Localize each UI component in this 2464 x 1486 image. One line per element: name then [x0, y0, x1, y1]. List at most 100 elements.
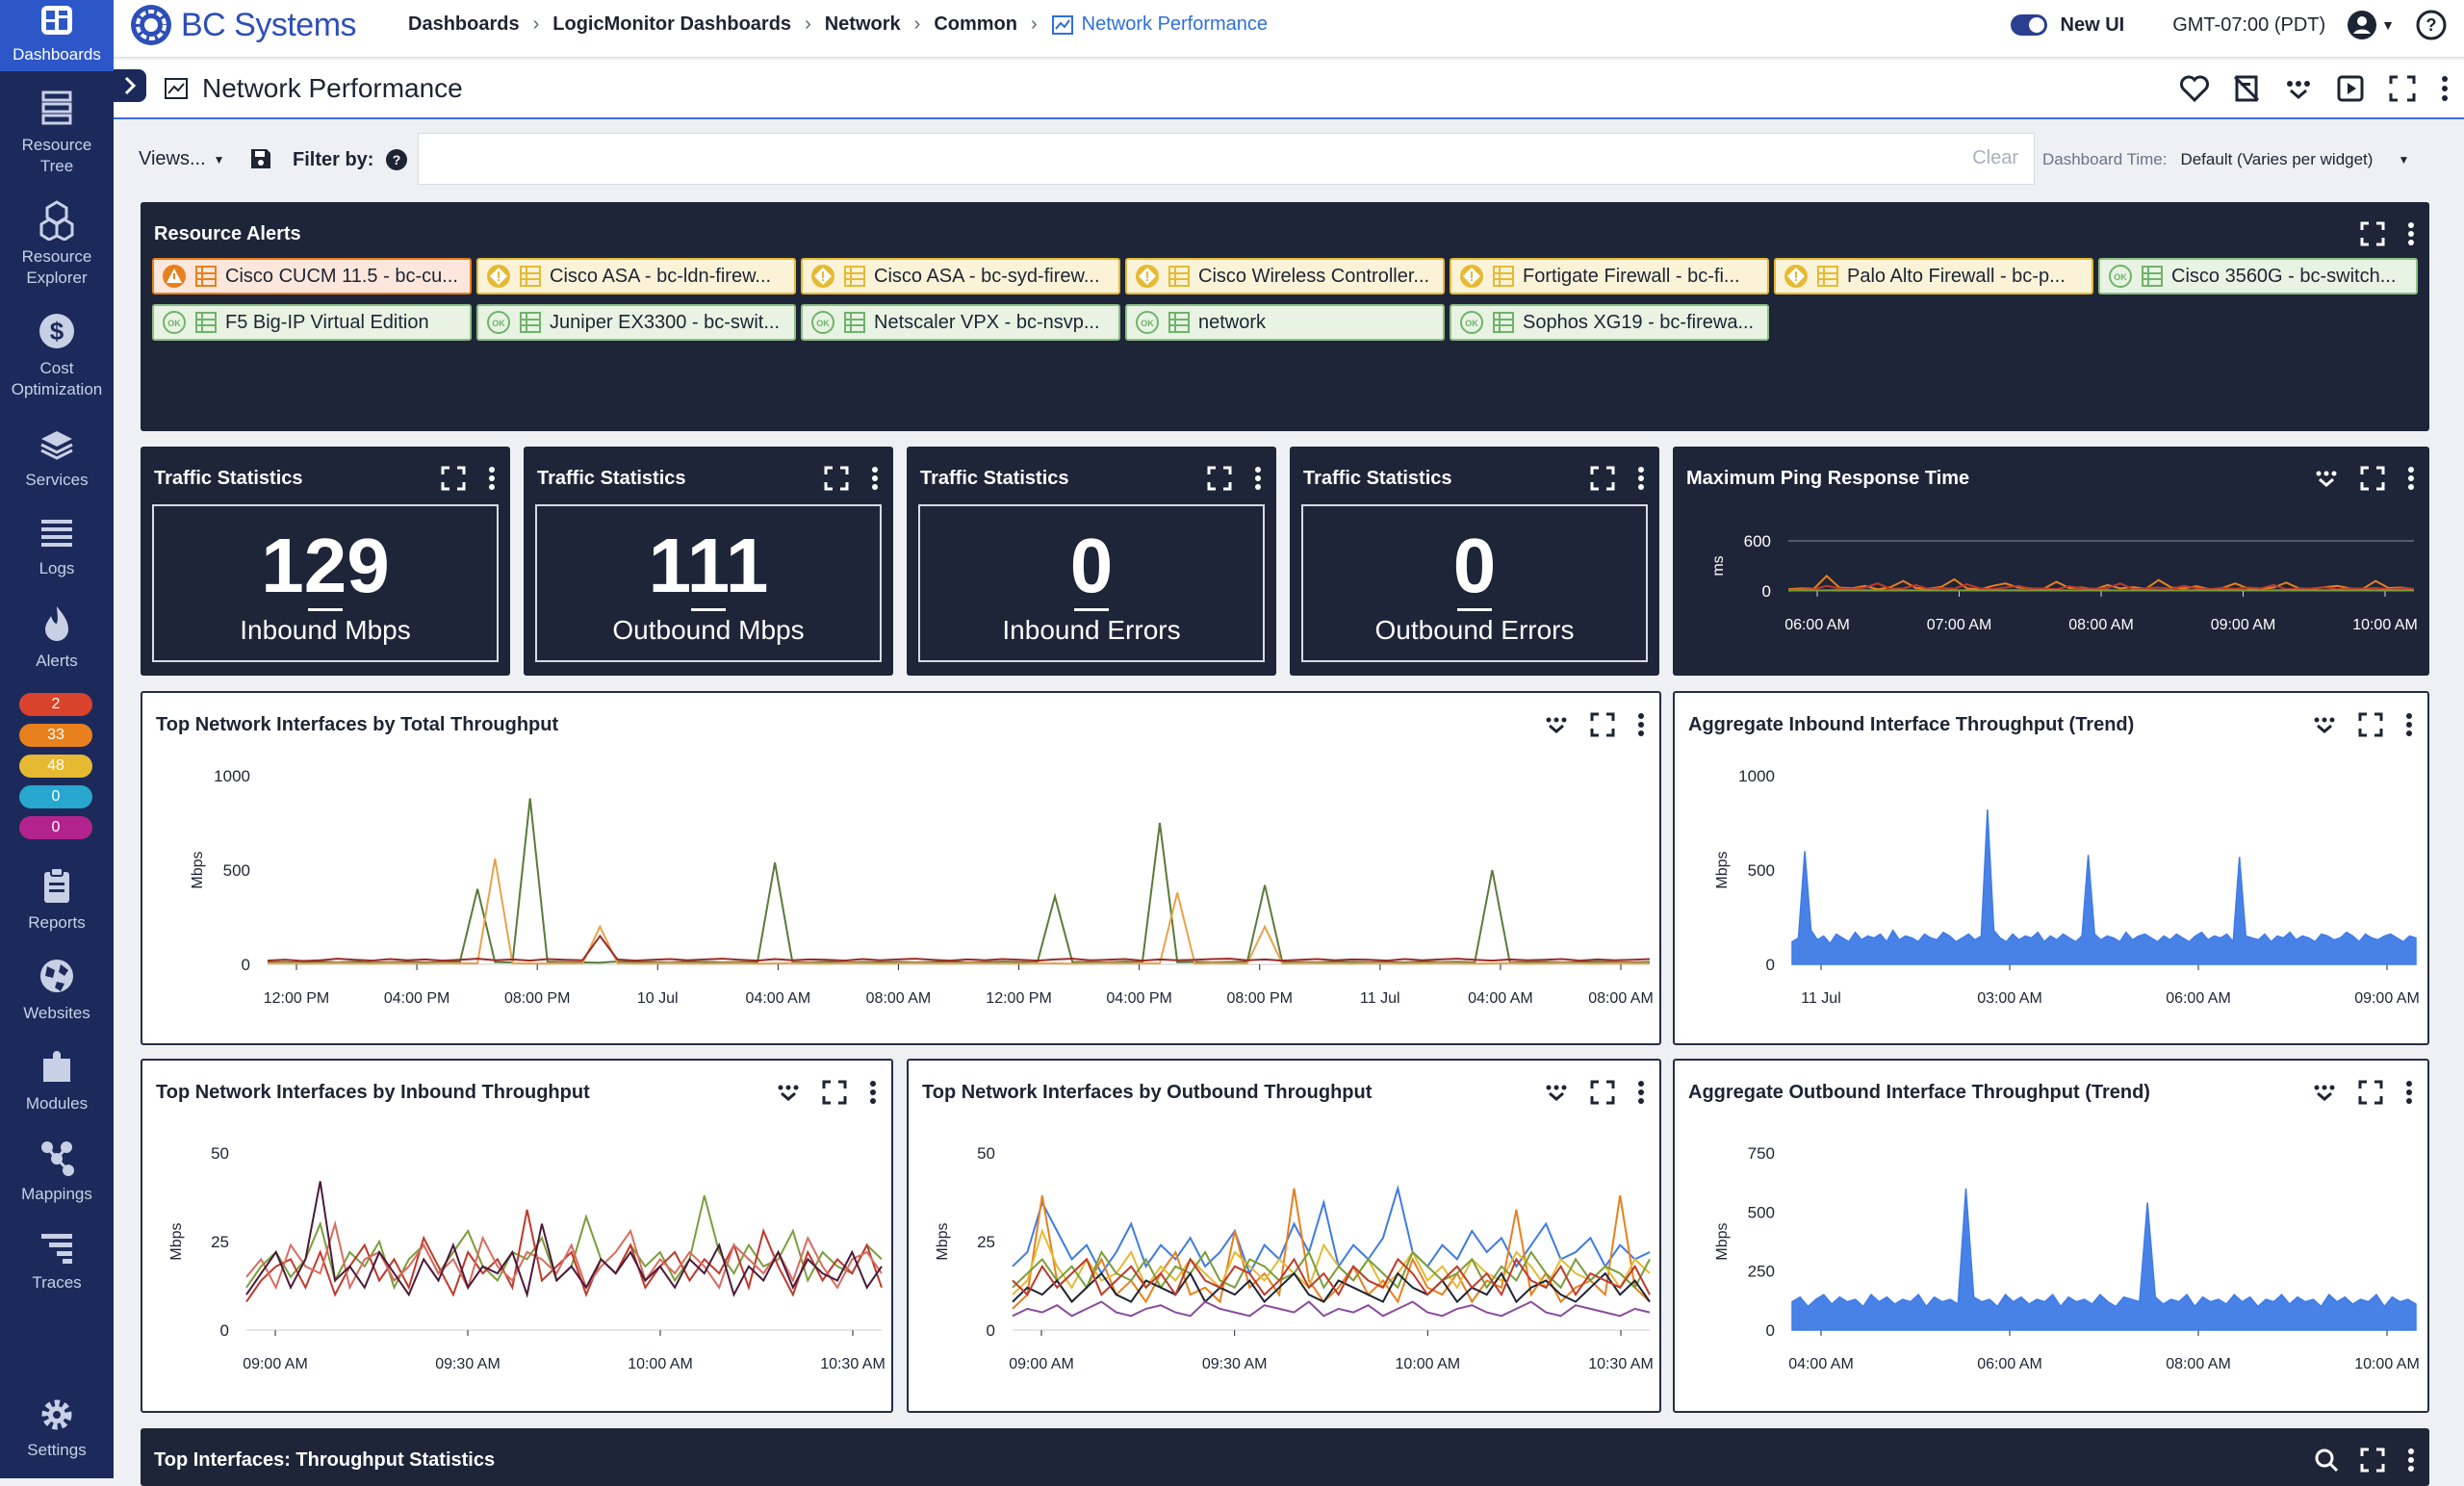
breadcrumb-logicmonitor-dashboards[interactable]: LogicMonitor Dashboards	[552, 13, 791, 36]
y-tick-label: 600	[1744, 532, 1771, 551]
fullscreen-icon[interactable]	[441, 466, 466, 491]
add-filter-icon[interactable]	[439, 146, 466, 173]
alert-count-badge[interactable]: 33	[19, 724, 92, 747]
x-tick-label: 10:00 AM	[1396, 1356, 1461, 1372]
nav-services[interactable]: Services	[0, 427, 114, 491]
widget-title: Resource Alerts	[154, 223, 301, 245]
breadcrumb-dashboards[interactable]: Dashboards	[408, 13, 520, 36]
heart-icon[interactable]	[2179, 73, 2210, 104]
alert-chip[interactable]: Cisco ASA - bc-ldn-firew...	[476, 258, 796, 295]
new-ui-toggle[interactable]: New UI	[2011, 14, 2125, 37]
breadcrumb-network[interactable]: Network	[825, 13, 901, 36]
widget-title: Traffic Statistics	[537, 468, 686, 490]
nav-resource-tree[interactable]: Resource Tree	[0, 89, 114, 177]
fullscreen-icon[interactable]	[2360, 221, 2385, 246]
help-icon[interactable]: ?	[2416, 10, 2447, 40]
dashboard-time[interactable]: Dashboard Time: Default (Varies per widg…	[2042, 150, 2409, 169]
nav-settings[interactable]: Settings	[0, 1396, 114, 1461]
more-vertical-icon[interactable]	[2406, 221, 2416, 246]
alert-count-badge[interactable]: 0	[19, 816, 92, 839]
fullscreen-icon[interactable]	[824, 466, 849, 491]
timezone-selector[interactable]: GMT-07:00 (PDT)	[2172, 14, 2325, 37]
x-tick-label: 06:00 AM	[2166, 990, 2231, 1007]
more-vertical-icon[interactable]	[1253, 466, 1263, 491]
filter-input[interactable]: Clear	[418, 133, 2035, 185]
svg-text:OK: OK	[167, 319, 181, 328]
caret-down-icon: ▼	[2381, 17, 2395, 33]
y-axis-label: ms	[1710, 555, 1727, 576]
views-dropdown[interactable]: Views... ▼	[139, 148, 225, 170]
chevron-right-icon: ›	[533, 13, 540, 36]
toggle-switch[interactable]	[2011, 14, 2047, 36]
nav-modules[interactable]: Modules	[0, 1047, 114, 1114]
alert-chip[interactable]: Cisco CUCM 11.5 - bc-cu...	[152, 258, 472, 295]
alert-count-badge[interactable]: 48	[19, 755, 92, 778]
nav-websites[interactable]: Websites	[0, 957, 114, 1024]
alert-count-badge[interactable]: 0	[19, 785, 92, 808]
x-tick-label: 03:00 AM	[1977, 990, 2042, 1007]
alert-chip[interactable]: Palo Alto Firewall - bc-p...	[1774, 258, 2093, 295]
play-icon[interactable]	[2335, 73, 2366, 104]
x-tick-label: 10:00 AM	[2352, 617, 2418, 633]
x-tick-label: 06:00 AM	[1784, 617, 1850, 633]
nav-label-dashboards: Dashboards	[13, 45, 101, 64]
top-right-controls: New UI GMT-07:00 (PDT) ▼ ?	[2011, 10, 2447, 40]
more-vertical-icon[interactable]	[2406, 1448, 2416, 1473]
fullscreen-icon[interactable]	[2360, 1448, 2385, 1473]
fullscreen-icon[interactable]	[2387, 73, 2418, 104]
nav-alerts[interactable]: Alerts	[0, 602, 114, 672]
alert-chip[interactable]: Cisco Wireless Controller...	[1125, 258, 1445, 295]
nav-resource-explorer[interactable]: Resource Explorer	[0, 200, 114, 289]
chart-widget-inbound: Top Network Interfaces by Inbound Throug…	[141, 1059, 893, 1413]
caret-down-icon: ▼	[2398, 153, 2409, 167]
widget-filter-icon[interactable]	[2283, 73, 2314, 104]
alert-count-badge[interactable]: 2	[19, 693, 92, 716]
nav-logs[interactable]: Logs	[0, 516, 114, 579]
ok-status-icon: OK	[1459, 310, 1484, 335]
y-tick-label: 50	[977, 1144, 995, 1163]
breadcrumb-common[interactable]: Common	[934, 13, 1017, 36]
alert-chip-label: F5 Big-IP Virtual Edition	[225, 312, 429, 334]
alert-chip-label: network	[1198, 312, 1266, 334]
breadcrumb-current: Network Performance	[1051, 13, 1268, 36]
search-icon[interactable]	[2314, 1448, 2339, 1473]
alert-chip[interactable]: Cisco ASA - bc-syd-firew...	[801, 258, 1120, 295]
clear-filter-button[interactable]: Clear	[1972, 147, 2018, 169]
expand-panel-button[interactable]	[114, 69, 146, 102]
nav-dashboards[interactable]: Dashboards	[0, 0, 114, 71]
report-off-icon[interactable]	[2231, 73, 2262, 104]
nav-label-websites: Websites	[0, 1003, 114, 1024]
alert-chip[interactable]: Fortigate Firewall - bc-fi...	[1450, 258, 1769, 295]
nav-cost-optimization[interactable]: $ Cost Optimization	[0, 312, 114, 400]
svg-text:OK: OK	[816, 319, 830, 328]
dashboard-time-value: Default (Varies per widget)	[2180, 150, 2373, 169]
widget-actions	[2360, 221, 2416, 246]
y-axis-label: Mbps	[935, 1222, 951, 1260]
nav-mappings[interactable]: Mappings	[0, 1138, 114, 1205]
series-area	[1792, 809, 2416, 964]
new-ui-label: New UI	[2061, 14, 2125, 37]
fullscreen-icon[interactable]	[1590, 466, 1615, 491]
nav-traces[interactable]: Traces	[0, 1228, 114, 1294]
save-icon[interactable]	[248, 146, 273, 171]
alert-chip[interactable]: OK F5 Big-IP Virtual Edition	[152, 304, 472, 341]
gear-icon	[38, 1396, 76, 1434]
more-vertical-icon[interactable]	[487, 466, 497, 491]
user-menu[interactable]: ▼	[2347, 10, 2395, 40]
fullscreen-icon[interactable]	[1207, 466, 1232, 491]
help-icon[interactable]: ?	[385, 148, 408, 171]
more-vertical-icon[interactable]	[1636, 466, 1646, 491]
more-vertical-icon[interactable]	[870, 466, 880, 491]
brand-logo[interactable]: BC Systems	[129, 0, 356, 50]
more-vertical-icon[interactable]	[2439, 73, 2451, 104]
nav-reports[interactable]: Reports	[0, 866, 114, 934]
x-tick-label: 06:00 AM	[1977, 1356, 2042, 1372]
